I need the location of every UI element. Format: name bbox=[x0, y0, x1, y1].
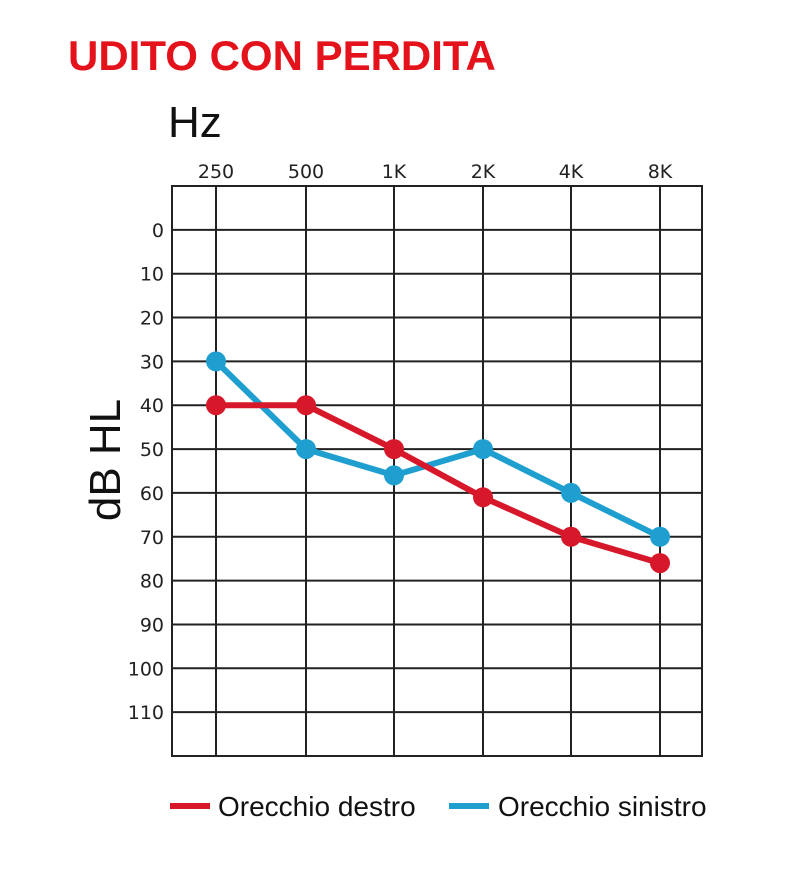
point-orecchio-destro-4k bbox=[561, 526, 581, 547]
y-tick-40: 40 bbox=[140, 395, 164, 417]
x-axis-label: Hz bbox=[168, 98, 222, 147]
y-tick-90: 90 bbox=[140, 614, 164, 636]
x-tick-labels: 250 500 1K 2K 4K 8K bbox=[198, 161, 673, 183]
point-orecchio-sinistro-4k bbox=[561, 482, 581, 503]
x-tick-4k: 4K bbox=[559, 161, 584, 183]
point-orecchio-sinistro-8k bbox=[650, 526, 670, 547]
legend-label-orecchio-destro: Orecchio destro bbox=[218, 791, 416, 822]
chart-series bbox=[206, 351, 670, 574]
legend-label-orecchio-sinistro: Orecchio sinistro bbox=[498, 791, 707, 822]
legend: Orecchio destro Orecchio sinistro bbox=[170, 791, 707, 822]
point-orecchio-sinistro-250 bbox=[206, 351, 226, 372]
y-tick-10: 10 bbox=[140, 264, 164, 286]
plot-frame bbox=[171, 185, 703, 757]
y-tick-60: 60 bbox=[140, 483, 164, 505]
y-tick-0: 0 bbox=[152, 220, 164, 242]
x-tick-500: 500 bbox=[288, 161, 324, 183]
x-tick-2k: 2K bbox=[471, 161, 496, 183]
point-orecchio-destro-500 bbox=[296, 395, 316, 416]
point-orecchio-destro-250 bbox=[206, 395, 226, 416]
point-orecchio-sinistro-2k bbox=[473, 439, 493, 460]
x-tick-8k: 8K bbox=[648, 161, 673, 183]
y-tick-110: 110 bbox=[128, 702, 164, 724]
y-tick-70: 70 bbox=[140, 527, 164, 549]
y-tick-20: 20 bbox=[140, 308, 164, 330]
series-line-orecchio-destro bbox=[213, 402, 663, 567]
x-tick-1k: 1K bbox=[382, 161, 407, 183]
y-tick-30: 30 bbox=[140, 351, 164, 373]
point-orecchio-sinistro-1k bbox=[384, 465, 404, 486]
point-orecchio-destro-8k bbox=[650, 553, 670, 574]
y-tick-labels: 0 10 20 30 40 50 60 70 80 90 100 110 bbox=[128, 220, 164, 724]
point-orecchio-destro-1k bbox=[384, 439, 404, 460]
y-tick-100: 100 bbox=[128, 658, 164, 680]
chart-title: UDITO CON PERDITA bbox=[68, 32, 496, 79]
point-orecchio-sinistro-500 bbox=[296, 439, 316, 460]
y-tick-80: 80 bbox=[140, 571, 164, 593]
x-tick-250: 250 bbox=[198, 161, 234, 183]
y-tick-50: 50 bbox=[140, 439, 164, 461]
series-line-orecchio-sinistro bbox=[213, 358, 663, 540]
point-orecchio-destro-2k bbox=[473, 487, 493, 508]
y-axis-label: dB HL bbox=[81, 399, 130, 521]
chart-grid bbox=[171, 185, 703, 757]
